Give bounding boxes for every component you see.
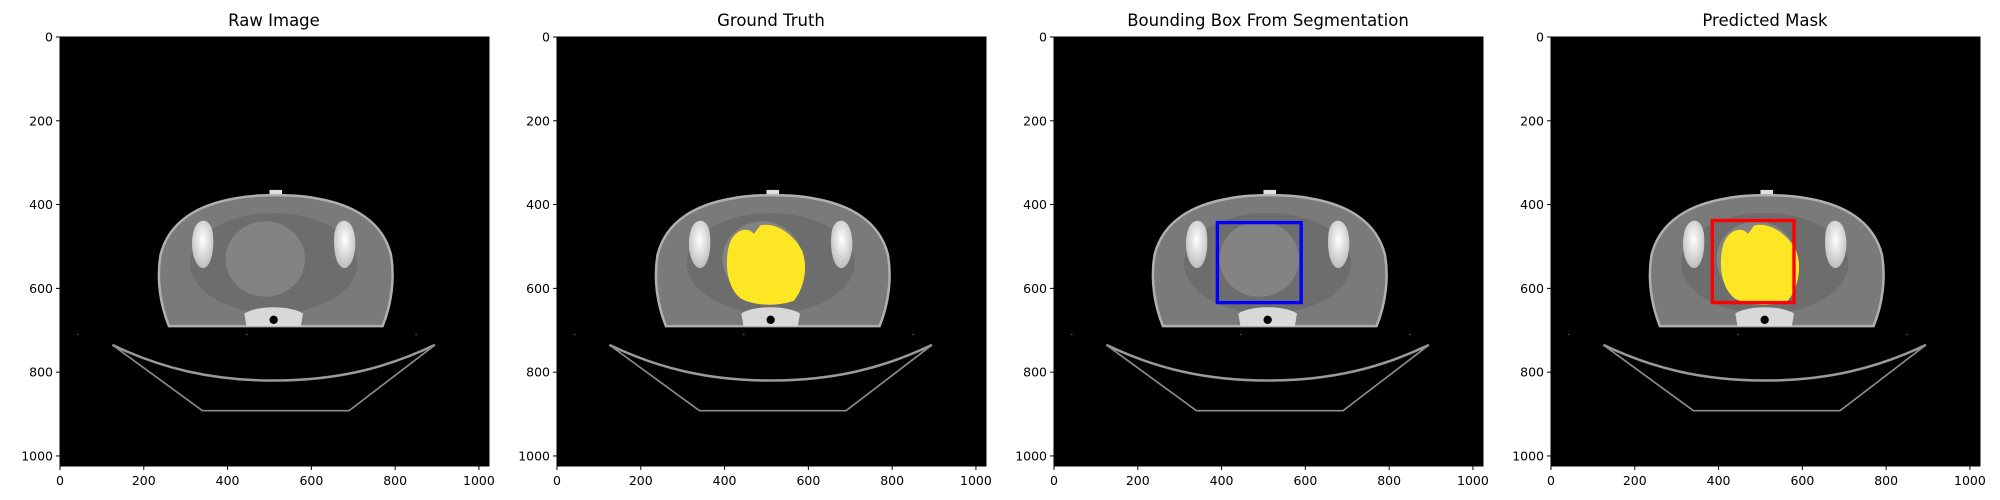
y-tick-label: 400	[1023, 197, 1047, 212]
y-tick-label: 1000	[1512, 448, 1544, 463]
axes-frame	[1550, 36, 1981, 467]
y-tick-label: 600	[526, 281, 550, 296]
segmentation-mask	[1720, 224, 1800, 305]
pelvic-mass	[225, 221, 306, 297]
x-tick-label: 800	[1874, 473, 1898, 488]
axes-frame	[1053, 36, 1484, 467]
y-tick-label: 200	[29, 113, 53, 128]
x-tick-label: 400	[216, 473, 240, 488]
x-tick-label: 200	[132, 473, 156, 488]
x-tick-label: 600	[1790, 473, 1814, 488]
ct-table-curve	[1105, 343, 1430, 382]
panel-3: 0 0 200 200 400 400 600 600 800 800 1000 1000	[1512, 30, 1986, 489]
panel-title-predicted-mask: Predicted Mask	[1702, 11, 1828, 30]
x-tick-label: 200	[1623, 473, 1647, 488]
right-hip-bone	[334, 220, 356, 269]
y-tick-label: 200	[1023, 113, 1047, 128]
y-tick-label: 600	[1520, 281, 1544, 296]
y-tick-label: 200	[526, 113, 550, 128]
ct-table-frame	[111, 344, 436, 412]
left-hip-bone	[191, 220, 214, 269]
y-tick-label: 1000	[1015, 448, 1047, 463]
y-tick-label: 600	[29, 281, 53, 296]
x-tick-label: 600	[796, 473, 820, 488]
ct-table-curve	[111, 343, 436, 382]
x-tick-label: 1000	[960, 473, 992, 488]
x-tick-label: 400	[1210, 473, 1234, 488]
x-tick-label: 1000	[1954, 473, 1986, 488]
x-tick-label: 0	[56, 473, 64, 488]
y-tick-label: 800	[1023, 365, 1047, 380]
sacral-canal	[766, 315, 775, 324]
y-tick-label: 800	[29, 365, 53, 380]
bounding-box	[1710, 218, 1796, 305]
x-tick-label: 600	[1293, 473, 1317, 488]
ct-table-frame	[1602, 344, 1927, 412]
left-hip-bone	[688, 220, 711, 269]
panel-title-bounding-box: Bounding Box From Segmentation	[1127, 11, 1409, 30]
skin-marker	[269, 189, 283, 195]
y-tick-label: 1000	[21, 448, 53, 463]
y-tick-label: 400	[1520, 197, 1544, 212]
sacral-canal	[1760, 315, 1769, 324]
y-tick-label: 800	[1520, 365, 1544, 380]
x-tick-label: 0	[553, 473, 561, 488]
y-tick-label: 800	[526, 365, 550, 380]
left-hip-bone	[1682, 220, 1705, 269]
pelvic-mass	[1219, 221, 1300, 297]
segmentation-mask	[726, 224, 806, 305]
x-tick-label: 1000	[1457, 473, 1489, 488]
skin-marker	[766, 189, 780, 195]
right-hip-bone	[1328, 220, 1350, 269]
ct-table-frame	[608, 344, 933, 412]
ct-table-curve	[1602, 343, 1927, 382]
ct-scan-content	[573, 189, 972, 412]
x-tick-label: 800	[1377, 473, 1401, 488]
bounding-box	[1215, 220, 1303, 305]
y-tick-label: 1000	[518, 448, 550, 463]
x-tick-label: 200	[1126, 473, 1150, 488]
x-tick-label: 1000	[463, 473, 495, 488]
skin-marker	[1263, 189, 1277, 195]
panel-1: 0 0 200 200 400 400 600 600 800 800 1000 1000	[518, 30, 992, 489]
axes-frame	[556, 36, 987, 467]
x-tick-label: 800	[383, 473, 407, 488]
ct-scan-content	[76, 189, 475, 412]
panel-0: 0 0 200 200 400 400 600 600 800 800 1000 1000	[21, 30, 495, 489]
y-tick-label: 200	[1520, 113, 1544, 128]
x-tick-label: 600	[299, 473, 323, 488]
x-tick-label: 0	[1547, 473, 1555, 488]
x-tick-label: 800	[880, 473, 904, 488]
panel-title-raw-image: Raw Image	[228, 11, 320, 30]
x-tick-label: 200	[629, 473, 653, 488]
x-tick-label: 400	[1707, 473, 1731, 488]
panel-2: 0 0 200 200 400 400 600 600 800 800 1000 1000	[1015, 30, 1489, 489]
right-hip-bone	[831, 220, 853, 269]
y-tick-label: 600	[1023, 281, 1047, 296]
panel-title-ground-truth: Ground Truth	[717, 11, 825, 30]
ct-table-frame	[1105, 344, 1430, 412]
skin-marker	[1760, 189, 1774, 195]
y-tick-label: 0	[542, 30, 550, 45]
right-hip-bone	[1825, 220, 1847, 269]
y-tick-label: 0	[1536, 30, 1544, 45]
x-tick-label: 0	[1050, 473, 1058, 488]
ct-table-curve	[608, 343, 933, 382]
y-tick-label: 0	[1039, 30, 1047, 45]
left-hip-bone	[1185, 220, 1208, 269]
axes-frame	[59, 36, 490, 467]
sacral-canal	[269, 315, 278, 324]
y-tick-label: 400	[526, 197, 550, 212]
y-tick-label: 0	[45, 30, 53, 45]
ct-scan-content	[1070, 189, 1469, 412]
y-tick-label: 400	[29, 197, 53, 212]
sacral-canal	[1263, 315, 1272, 324]
ct-scan-content	[1567, 189, 1966, 412]
x-tick-label: 400	[713, 473, 737, 488]
